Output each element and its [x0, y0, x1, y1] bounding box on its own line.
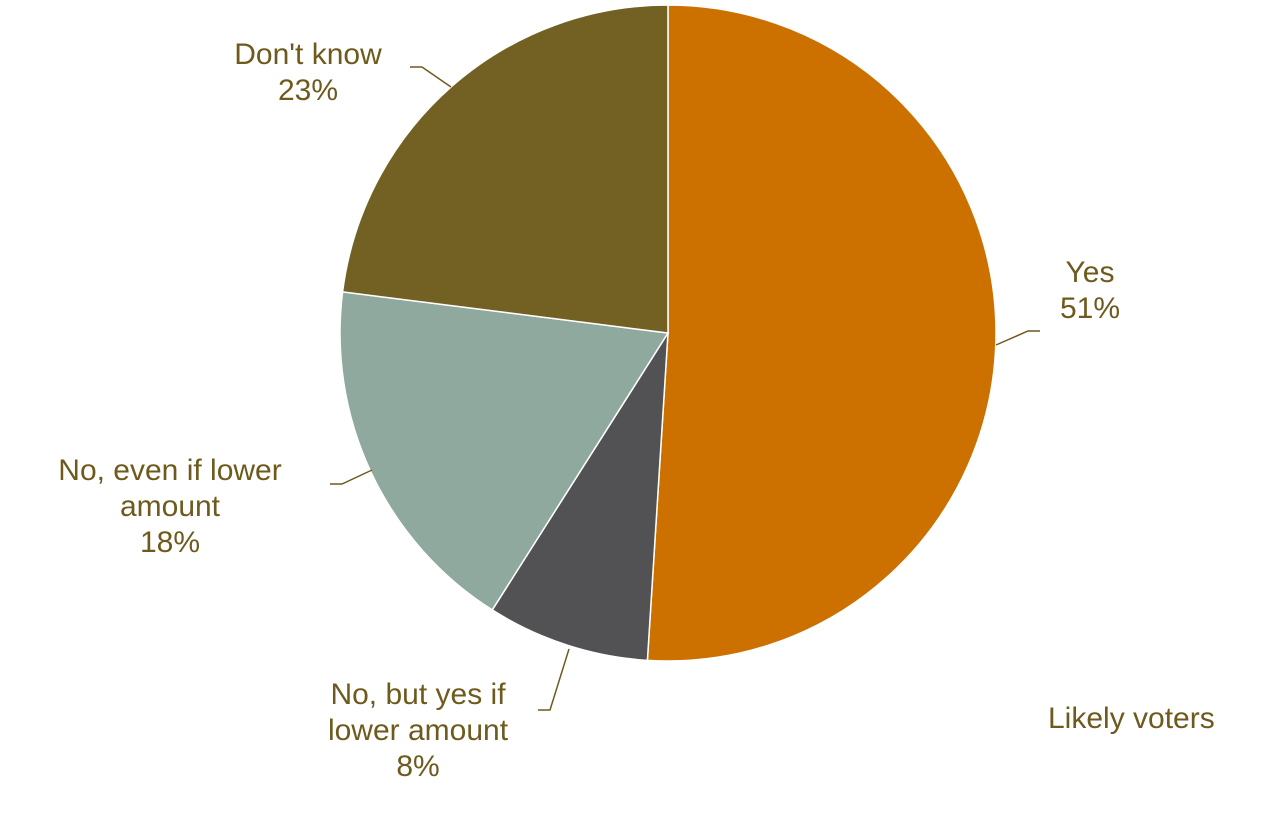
slice-category-label: amount — [120, 490, 221, 523]
slice-value-label: 8% — [396, 750, 439, 783]
leader-lines-layer — [330, 66, 1040, 711]
pie-slice-1 — [491, 332, 669, 662]
leader-line-2 — [330, 469, 373, 485]
leader-line-3 — [410, 66, 452, 88]
slice-category-label: Yes — [1066, 256, 1115, 289]
slice-label-3: Don't know 23% — [234, 38, 382, 107]
pie-slice-0 — [646, 4, 997, 662]
slice-label-1: No, but yes if lower amount 8% — [328, 678, 509, 783]
labels-layer: Yes 51% No, but yes if lower amount 8% No, ev… — [58, 38, 1120, 783]
pie-slice-2 — [339, 291, 670, 611]
leader-line-1 — [538, 648, 570, 711]
pie-slice-3 — [341, 4, 669, 334]
slice-category-label: No, but yes if — [330, 678, 506, 711]
slices-layer — [339, 4, 997, 662]
slice-value-label: 23% — [278, 74, 338, 107]
slice-label-0: Yes 51% — [1060, 256, 1120, 325]
slice-value-label: 18% — [140, 526, 200, 559]
chart-annotation: Likely voters — [1048, 702, 1215, 735]
slice-label-2: No, even if lower amount 18% — [58, 454, 281, 559]
slice-value-label: 51% — [1060, 292, 1120, 325]
slice-category-label: No, even if lower — [58, 454, 281, 487]
slice-category-label: Don't know — [234, 38, 382, 71]
leader-line-0 — [995, 330, 1040, 346]
slice-category-label: lower amount — [328, 714, 509, 747]
